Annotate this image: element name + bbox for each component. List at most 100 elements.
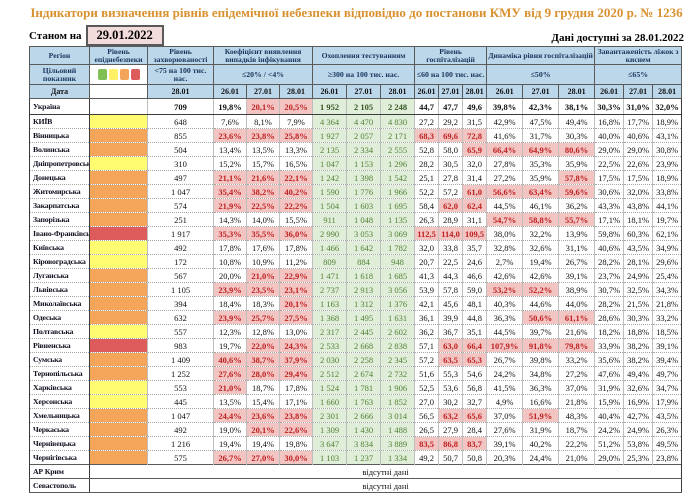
hosp-cell: 53,6 [438, 380, 464, 396]
bed-cell: 22,6% [623, 156, 654, 172]
table-row: Миколаївська 394 18,4% 18,3% 20,1% 1 163 1 312… [29, 296, 683, 312]
table-row: КИЇВ 648 7,6% 8,1% 7,9% 4 364 4 470 4 830 27,2 29… [29, 114, 683, 130]
as-of-label: Станом на [29, 29, 82, 42]
dyn-cell: 91,8% [522, 338, 560, 354]
hosp-cell: 20,7 [414, 254, 440, 270]
hosp-cell: 24,6 [462, 254, 488, 270]
table-row: Луганська 567 20,0% 21,0% 22,9% 1 471 1 618 1 6… [29, 268, 683, 284]
hosp-cell: 63,5 [438, 352, 464, 368]
dyn-cell: 46,1% [522, 198, 560, 214]
dyn-cell: 30,3% [558, 128, 596, 144]
date-label: Дата [29, 84, 90, 100]
incidence-cell: 445 [147, 394, 214, 410]
bed-cell: 24,2% [594, 422, 625, 438]
bed-cell: 29,0% [594, 142, 625, 158]
test-cell: 1 776 [346, 184, 382, 200]
dyn-cell: 42,6% [522, 268, 560, 284]
test-cell: 1 237 [346, 450, 382, 466]
bed-cell: 43,5% [652, 408, 683, 424]
test-cell: 2 105 [346, 98, 382, 116]
bed-cell: 39,1% [652, 338, 683, 354]
bed-cell: 30,3% [623, 310, 654, 326]
incidence-cell: 575 [147, 450, 214, 466]
coef-cell: 7,9% [278, 114, 314, 130]
dyn-cell: 50,6% [522, 310, 560, 326]
hosp-cell: 52,8 [414, 142, 440, 158]
hosp-cell: 63,2 [438, 408, 464, 424]
incidence-cell: 1 105 [147, 282, 214, 298]
hosp-cell: 59,0 [462, 282, 488, 298]
bed-cell: 18,1% [623, 212, 654, 228]
hosp-cell: 58,0 [438, 142, 464, 158]
dyn-cell: 26,7% [558, 254, 596, 270]
bed-cell: 28,6% [594, 310, 625, 326]
bed-cell: 17,9% [652, 394, 683, 410]
hosp-cell: 65,9 [462, 142, 488, 158]
dyn-cell: 79,8% [558, 338, 596, 354]
table-row: Житомирська 1 047 35,4% 38,2% 40,2% 1 590 1 77… [29, 184, 683, 200]
coef-cell: 7,6% [213, 114, 247, 130]
dyn-cell: 27,8% [486, 156, 524, 172]
dyn-cell: 42,6% [486, 268, 524, 284]
test-cell: 809 [312, 254, 348, 270]
test-cell: 1 685 [380, 268, 416, 284]
epidemic-level-cell [89, 142, 148, 158]
epidemic-level-cell [89, 254, 148, 270]
coef-cell: 12,3% [213, 324, 247, 340]
test-cell: 1 312 [346, 296, 382, 312]
bed-cell: 47,6% [594, 366, 625, 382]
bed-cell: 17,7% [623, 114, 654, 130]
table-row: Хмельницька 1 047 24,4% 23,6% 23,8% 2 301 2 66… [29, 408, 683, 424]
epidemic-level-cell [89, 184, 148, 200]
coef-cell: 23,9% [213, 310, 247, 326]
no-data-cell: відсутні дані [88, 464, 683, 480]
coef-cell: 15,2% [213, 156, 247, 172]
table-row: Чернігівська 575 26,7% 27,0% 30,0% 1 103 1 237… [29, 450, 683, 466]
dyn-cell: 44,5% [486, 324, 524, 340]
hosp-cell: 57,1 [414, 338, 440, 354]
test-cell: 1 781 [346, 380, 382, 396]
dyn-cell: 44,6% [522, 296, 560, 312]
table-row: Харківська 553 21,0% 18,7% 17,8% 1 524 1 781 1 … [29, 380, 683, 396]
dyn-cell: 39,7% [522, 324, 560, 340]
coef-cell: 17,1% [278, 394, 314, 410]
dyn-cell: 32,6% [522, 240, 560, 256]
dyn-cell: 32,8% [486, 240, 524, 256]
table-row: Полтавська 557 12,3% 12,8% 13,0% 2 317 2 445 2 … [29, 324, 683, 340]
as-of-block: Станом на 29.01.2022 [29, 25, 164, 47]
table-row: Донецька 497 21,1% 21,6% 22,1% 1 242 1 398 1 54… [29, 170, 683, 186]
test-cell: 2 135 [312, 142, 348, 158]
bed-cell: 18,5% [652, 324, 683, 340]
dyn-cell: 49,4% [558, 114, 596, 130]
dyn-cell: 47,5% [522, 114, 560, 130]
dyn-cell: 36,2% [558, 198, 596, 214]
bed-cell: 40,6% [623, 128, 654, 144]
dyn-cell: 41,6% [486, 128, 524, 144]
coef-cell: 35,3% [213, 226, 247, 242]
test-cell: 1 952 [312, 98, 348, 116]
dyn-cell: 4,9% [486, 394, 524, 410]
test-cell: 884 [346, 254, 382, 270]
hosp-cell: 27,9 [438, 422, 464, 438]
dyn-cell: 48,3% [558, 408, 596, 424]
hosp-cell: 65,3 [462, 352, 488, 368]
test-cell: 3 069 [380, 226, 416, 242]
coef-cell: 18,7% [246, 380, 280, 396]
bed-cell: 35,6% [594, 352, 625, 368]
region-name: Чернігівська [29, 450, 90, 466]
epidemic-level-cell [89, 436, 148, 452]
bed-cell: 34,7% [652, 380, 683, 396]
dyn-cell: 39,8% [522, 352, 560, 368]
incidence-cell: 172 [147, 254, 214, 270]
epidemic-level-cell [89, 450, 148, 466]
test-cell: 1 524 [312, 380, 348, 396]
test-cell: 1 618 [346, 268, 382, 284]
bed-cell: 22,5% [594, 156, 625, 172]
bed-cell: 19,7% [652, 212, 683, 228]
dyn-cell: 58,8% [522, 212, 560, 228]
bed-cell: 30,8% [652, 142, 683, 158]
coef-cell: 14,0% [246, 212, 280, 228]
incidence-cell: 648 [147, 114, 214, 130]
epidemic-level-cell [89, 240, 148, 256]
